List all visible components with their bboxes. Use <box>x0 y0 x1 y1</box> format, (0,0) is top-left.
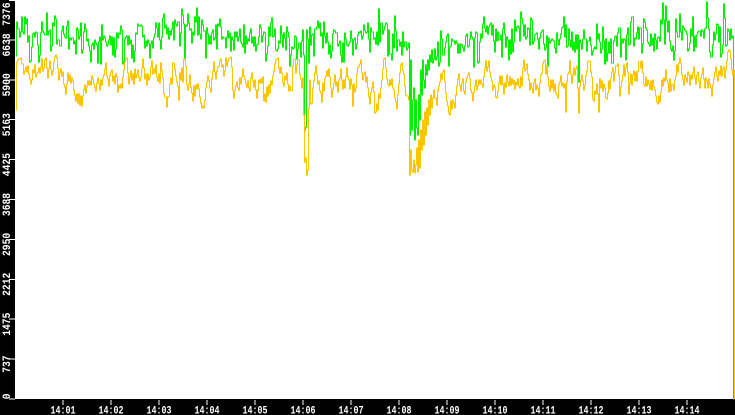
svg-text:2950: 2950 <box>2 233 14 256</box>
svg-text:14:12: 14:12 <box>579 406 604 415</box>
svg-text:14:09: 14:09 <box>435 406 460 415</box>
svg-text:14:02: 14:02 <box>99 406 124 415</box>
svg-text:14:08: 14:08 <box>387 406 412 415</box>
svg-text:14:14: 14:14 <box>675 406 700 415</box>
svg-text:5900: 5900 <box>2 73 14 96</box>
svg-text:14:05: 14:05 <box>243 406 268 415</box>
svg-text:5163: 5163 <box>2 113 14 137</box>
svg-text:2212: 2212 <box>2 273 14 296</box>
svg-text:14:13: 14:13 <box>627 406 652 415</box>
svg-text:737: 737 <box>2 355 14 372</box>
svg-text:7376: 7376 <box>2 3 14 26</box>
svg-text:6638: 6638 <box>2 33 14 57</box>
svg-text:1475: 1475 <box>2 312 14 336</box>
svg-text:0: 0 <box>2 393 14 399</box>
svg-text:14:07: 14:07 <box>339 406 364 415</box>
svg-text:14:06: 14:06 <box>291 406 316 415</box>
svg-text:14:11: 14:11 <box>531 406 556 415</box>
svg-text:3688: 3688 <box>2 193 14 217</box>
svg-text:4425: 4425 <box>2 153 14 177</box>
svg-text:14:03: 14:03 <box>147 406 172 415</box>
svg-text:14:01: 14:01 <box>51 406 76 415</box>
svg-text:14:04: 14:04 <box>195 406 220 415</box>
svg-text:14:10: 14:10 <box>483 406 508 415</box>
